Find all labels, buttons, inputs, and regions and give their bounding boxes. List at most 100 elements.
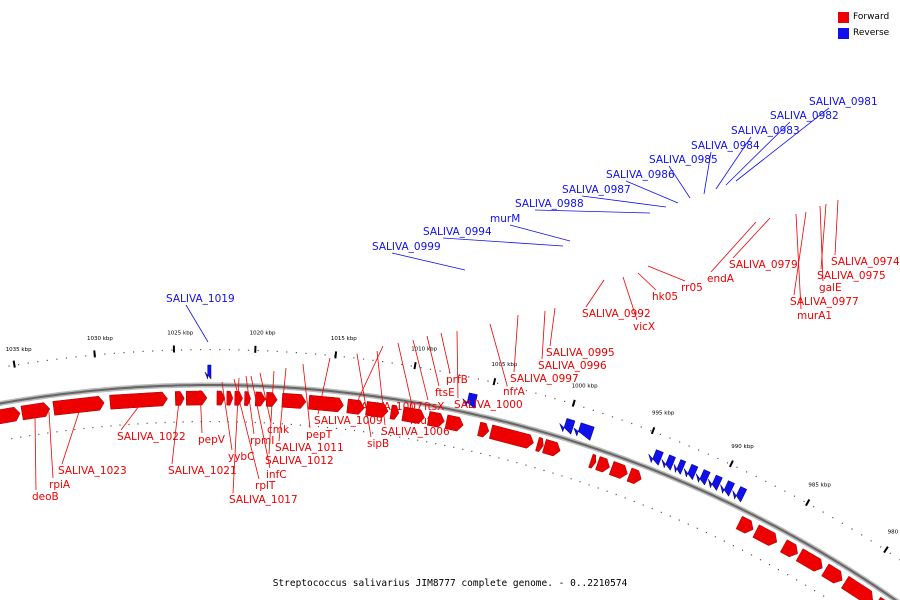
forward-gene-label: vicX xyxy=(633,321,655,333)
forward-gene-label: SALIVA_1022 xyxy=(117,431,186,443)
forward-gene-label: rplT xyxy=(255,480,276,492)
position-dot xyxy=(774,485,776,487)
position-dot xyxy=(420,367,422,369)
position-dot xyxy=(759,559,762,561)
position-dot xyxy=(554,398,556,400)
reverse-gene-label: SALIVA_0987 xyxy=(562,184,631,196)
position-dot xyxy=(651,508,653,510)
forward-gene-arrow xyxy=(821,563,843,584)
position-dot xyxy=(335,427,338,429)
position-dots xyxy=(8,349,900,597)
position-dot xyxy=(128,423,130,426)
forward-gene-label: ftsX xyxy=(424,401,444,413)
position-dot xyxy=(101,426,103,428)
position-dot xyxy=(56,358,58,360)
position-dot xyxy=(171,349,173,351)
legend-forward: Forward xyxy=(838,9,889,25)
position-dot xyxy=(37,361,39,363)
position-dot xyxy=(315,353,317,355)
forward-gene-label: cmk xyxy=(267,424,290,436)
forward-leader-line xyxy=(232,377,240,494)
forward-gene-arrow xyxy=(840,575,873,600)
position-dot xyxy=(290,423,292,425)
gene-arrows xyxy=(0,364,886,600)
position-dot xyxy=(458,374,460,376)
position-dot xyxy=(471,450,473,452)
reverse-leader-line xyxy=(509,224,571,242)
position-dot xyxy=(624,497,626,499)
position-dot xyxy=(768,564,771,566)
forward-leader-line xyxy=(440,332,451,374)
reverse-leader-line xyxy=(442,237,564,247)
reverse-leader-line xyxy=(668,165,691,199)
reverse-gene-label: SALIVA_0986 xyxy=(606,169,675,181)
position-dot xyxy=(793,495,796,497)
forward-gene-label: SALIVA_1021 xyxy=(168,465,237,477)
position-dot xyxy=(20,436,22,438)
position-dot xyxy=(606,490,608,492)
reverse-swatch xyxy=(838,27,849,39)
position-dot xyxy=(746,471,748,473)
position-dot xyxy=(462,448,464,450)
forward-gene-arrow xyxy=(346,398,365,415)
forward-gene-label: rpmI xyxy=(250,435,274,447)
forward-leader-line xyxy=(317,357,331,415)
forward-gene-arrow xyxy=(389,404,400,420)
forward-leader-line xyxy=(513,314,519,373)
reverse-gene-label: SALIVA_0985 xyxy=(649,154,718,166)
reverse-leader-line xyxy=(735,107,830,182)
forward-gene-arrow xyxy=(626,467,642,484)
position-dot xyxy=(410,365,412,367)
forward-leader-line xyxy=(549,307,556,347)
position-dot xyxy=(113,352,115,354)
legend-reverse: Reverse xyxy=(838,25,889,41)
forward-gene-label: rpiA xyxy=(49,479,71,491)
position-dot xyxy=(391,362,393,364)
forward-leader-line xyxy=(710,221,757,273)
reverse-gene-label: SALIVA_0988 xyxy=(515,198,584,210)
reverse-gene-arrow xyxy=(559,418,576,435)
forward-gene-label: SALIVA_1006 xyxy=(381,426,450,438)
forward-gene-label: SALIVA_0992 xyxy=(582,308,651,320)
scale-tick xyxy=(729,460,734,468)
reverse-leader-line xyxy=(534,209,651,214)
position-dot xyxy=(642,504,644,506)
position-dot xyxy=(182,421,184,423)
position-dot xyxy=(263,422,265,424)
position-dot xyxy=(173,421,175,423)
position-dot xyxy=(602,412,604,415)
reverse-leader-line xyxy=(625,180,679,204)
forward-gene-label: infC xyxy=(266,469,287,481)
forward-gene-arrow xyxy=(244,391,251,406)
forward-leader-line xyxy=(221,381,233,451)
forward-gene-label: sipB xyxy=(367,438,389,450)
reverse-leader-line xyxy=(725,121,791,186)
position-dot xyxy=(660,511,662,513)
position-dot xyxy=(480,452,482,454)
reverse-gene-arrow xyxy=(673,459,687,476)
scale-tick xyxy=(334,351,338,359)
forward-gene-arrow xyxy=(216,390,226,406)
scale-tick-label: 995 kbp xyxy=(652,411,675,417)
position-dot xyxy=(870,540,872,542)
position-dot xyxy=(29,435,31,437)
forward-gene-arrow xyxy=(254,391,266,407)
scale-tick-label: 985 kbp xyxy=(808,482,831,488)
position-dot xyxy=(544,395,547,397)
reverse-gene-label: murM xyxy=(490,213,520,225)
reverse-leader-line xyxy=(185,304,209,343)
position-dot xyxy=(408,438,410,440)
forward-gene-arrow xyxy=(488,424,534,449)
position-dot xyxy=(295,352,297,354)
reverse-gene-label: SALIVA_0982 xyxy=(770,110,839,122)
scale-tick xyxy=(12,360,16,368)
reverse-gene-label: SALIVA_0983 xyxy=(731,125,800,137)
forward-leader-line xyxy=(34,417,37,491)
forward-gene-arrow xyxy=(427,411,445,428)
forward-gene-label: SALIVA_0975 xyxy=(817,270,886,282)
position-dot xyxy=(723,540,725,542)
position-dot xyxy=(429,368,432,370)
forward-leader-line xyxy=(541,310,546,360)
scale-tick xyxy=(650,426,656,435)
